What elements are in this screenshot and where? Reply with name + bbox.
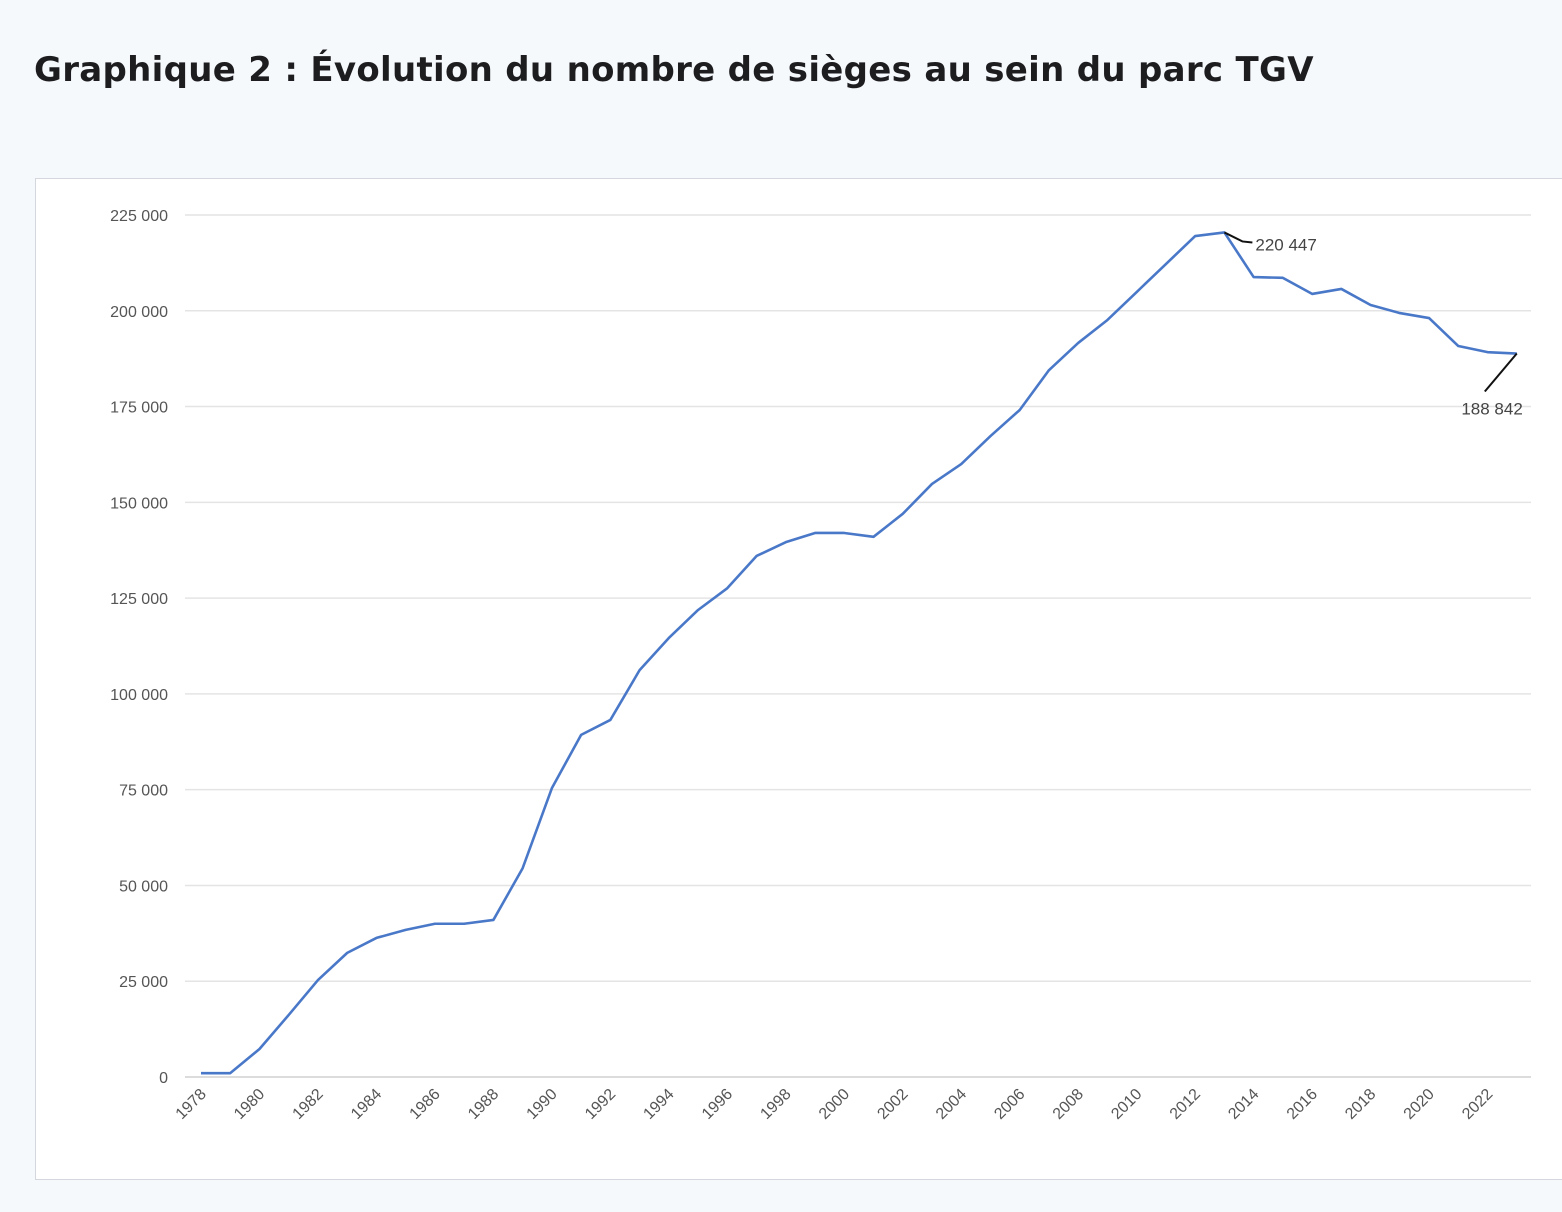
y-tick-label: 25 000 <box>119 974 168 991</box>
x-tick-label: 1980 <box>231 1086 268 1123</box>
y-tick-label: 75 000 <box>119 783 168 800</box>
x-tick-label: 1988 <box>465 1086 502 1123</box>
x-tick-label: 1998 <box>757 1086 794 1123</box>
x-tick-label: 1982 <box>290 1086 327 1123</box>
annotation-leader <box>1223 231 1253 244</box>
x-tick-label: 2018 <box>1342 1086 1379 1123</box>
chart-title: Graphique 2 : Évolution du nombre de siè… <box>34 50 1314 90</box>
x-tick-label: 1990 <box>524 1086 561 1123</box>
annotation-leader <box>1484 352 1518 393</box>
x-tick-label: 1996 <box>699 1086 736 1123</box>
x-tick-label: 1992 <box>582 1086 619 1123</box>
y-tick-label: 125 000 <box>110 591 168 608</box>
y-tick-label: 0 <box>159 1070 168 1087</box>
x-tick-label: 2006 <box>991 1086 1028 1123</box>
x-tick-label: 2004 <box>933 1086 970 1123</box>
x-tick-label: 1986 <box>407 1086 444 1123</box>
y-tick-label: 150 000 <box>110 495 168 512</box>
x-tick-label: 1978 <box>173 1086 210 1123</box>
series-line <box>201 231 1517 1075</box>
x-tick-label: 2012 <box>1167 1086 1204 1123</box>
x-tick-label: 2022 <box>1459 1086 1496 1123</box>
x-tick-label: 2008 <box>1050 1086 1087 1123</box>
x-tick-label: 1984 <box>348 1086 385 1123</box>
y-tick-label: 225 000 <box>110 208 168 225</box>
x-tick-label: 2010 <box>1108 1086 1145 1123</box>
y-tick-label: 50 000 <box>119 878 168 895</box>
y-tick-label: 200 000 <box>110 304 168 321</box>
x-tick-label: 2014 <box>1225 1086 1262 1123</box>
x-tick-label: 2020 <box>1401 1086 1438 1123</box>
x-tick-label: 2000 <box>816 1086 853 1123</box>
y-tick-label: 100 000 <box>110 687 168 704</box>
data-label-last: 188 842 <box>1461 400 1522 419</box>
x-tick-label: 1994 <box>640 1086 677 1123</box>
x-tick-label: 2002 <box>874 1086 911 1123</box>
y-tick-label: 175 000 <box>110 400 168 417</box>
x-tick-label: 2016 <box>1284 1086 1321 1123</box>
data-label-peak: 220 447 <box>1255 235 1316 254</box>
